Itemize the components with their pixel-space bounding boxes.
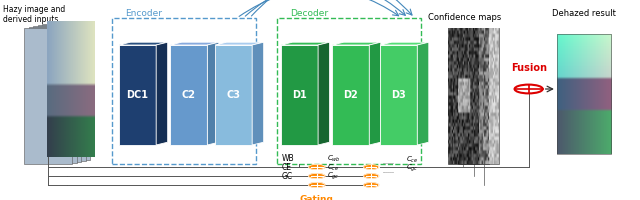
Circle shape	[308, 182, 325, 188]
Text: D1: D1	[292, 90, 307, 100]
Text: $C_{wb}$: $C_{wb}$	[327, 154, 340, 164]
Polygon shape	[332, 45, 369, 145]
Circle shape	[364, 183, 379, 187]
Text: $C_{gc}$: $C_{gc}$	[406, 162, 419, 174]
FancyBboxPatch shape	[24, 28, 72, 164]
Polygon shape	[170, 42, 219, 45]
Text: Dehazed result: Dehazed result	[552, 9, 616, 18]
Circle shape	[308, 173, 325, 179]
Text: CE: CE	[282, 163, 292, 172]
FancyBboxPatch shape	[458, 28, 489, 164]
Text: D2: D2	[343, 90, 358, 100]
Polygon shape	[215, 45, 252, 145]
Text: Decoder: Decoder	[290, 9, 328, 18]
Text: C3: C3	[227, 90, 241, 100]
Text: Gating: Gating	[300, 195, 333, 200]
Text: C2: C2	[182, 90, 196, 100]
FancyBboxPatch shape	[468, 28, 499, 164]
Polygon shape	[207, 42, 219, 145]
Text: Encoder: Encoder	[125, 9, 162, 18]
Text: D3: D3	[391, 90, 406, 100]
Text: DC1: DC1	[127, 90, 148, 100]
Text: Confidence maps: Confidence maps	[428, 13, 501, 22]
Text: WB: WB	[282, 154, 294, 163]
Text: ......: ......	[383, 169, 395, 174]
Text: $C_{ce}$: $C_{ce}$	[406, 154, 419, 165]
Circle shape	[364, 165, 379, 169]
FancyBboxPatch shape	[38, 25, 86, 161]
Text: $C_{gc}$: $C_{gc}$	[327, 170, 340, 182]
Polygon shape	[380, 45, 417, 145]
Polygon shape	[318, 42, 330, 145]
Text: Fusion: Fusion	[511, 63, 547, 73]
Polygon shape	[380, 42, 429, 45]
Polygon shape	[156, 42, 168, 145]
Polygon shape	[369, 42, 381, 145]
Text: $C_{ce}$: $C_{ce}$	[327, 163, 339, 173]
Polygon shape	[252, 42, 264, 145]
Circle shape	[308, 164, 325, 170]
FancyBboxPatch shape	[29, 27, 77, 163]
Polygon shape	[119, 42, 168, 45]
Text: Hazy image and
derived inputs: Hazy image and derived inputs	[3, 5, 65, 24]
Text: GC: GC	[282, 172, 292, 181]
Polygon shape	[119, 45, 156, 145]
Text: ......: ......	[383, 160, 395, 165]
Polygon shape	[215, 42, 264, 45]
Polygon shape	[281, 45, 318, 145]
FancyBboxPatch shape	[33, 26, 81, 162]
Polygon shape	[332, 42, 381, 45]
Polygon shape	[281, 42, 330, 45]
FancyBboxPatch shape	[42, 24, 90, 160]
Circle shape	[364, 174, 379, 178]
FancyBboxPatch shape	[448, 28, 479, 164]
Polygon shape	[170, 45, 207, 145]
Polygon shape	[417, 42, 429, 145]
